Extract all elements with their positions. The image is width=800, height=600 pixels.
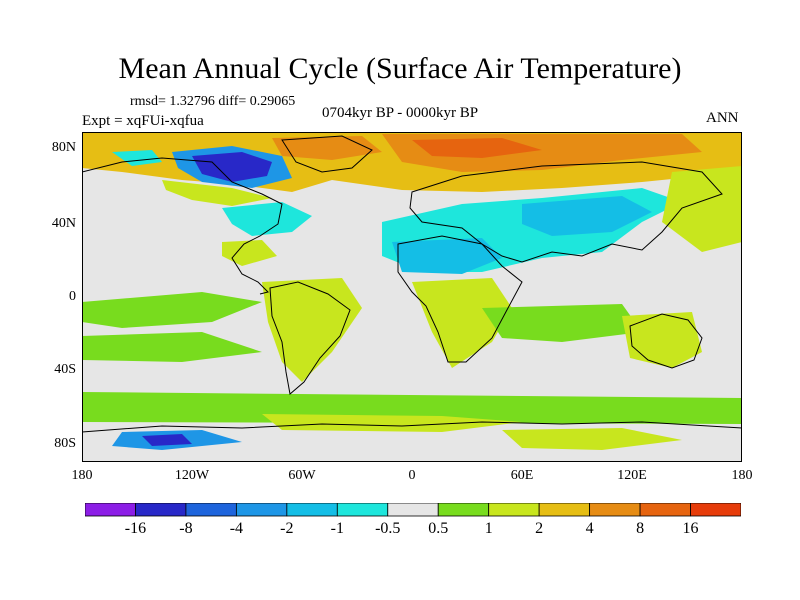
lat-label-40s: 40S	[54, 362, 76, 377]
lon-label-120w: 120W	[174, 468, 210, 483]
colorbar-label: 0.5	[428, 520, 449, 537]
africa-outline	[397, 235, 523, 363]
colorbar-swatch	[589, 503, 641, 517]
experiment-label: Expt = xqFUi-xqfua	[82, 113, 204, 129]
colorbar-label: 2	[535, 520, 544, 537]
temperature-anomaly-map	[82, 132, 742, 462]
lon-label-180w: 180	[71, 468, 93, 483]
pacific-nw-warm	[662, 166, 742, 252]
greenland-outline	[281, 135, 373, 173]
north-atlantic-cool	[222, 202, 312, 236]
colorbar-swatch	[387, 503, 439, 517]
alaska-cool-patch	[112, 150, 162, 166]
colorbar-swatch	[488, 503, 540, 517]
colorbar-swatch	[286, 503, 338, 517]
antarctic-edge-warm	[262, 414, 522, 432]
north-america-outline	[82, 157, 283, 295]
lat-label-40n: 40N	[51, 216, 76, 231]
colorbar-label: -1	[330, 520, 344, 537]
colorbar-label: -2	[280, 520, 294, 537]
colorbar-swatch	[336, 503, 389, 517]
indian-ocean-warm	[482, 304, 642, 342]
colorbar-swatch	[135, 503, 187, 517]
lat-label-0: 0	[69, 289, 76, 304]
colorbar-swatch	[437, 503, 490, 517]
tropical-pacific-warm	[82, 292, 262, 328]
colorbar-swatch	[690, 503, 741, 517]
asia-cool-core	[522, 196, 652, 236]
eurasia-outline	[409, 161, 723, 263]
lon-label-60w: 60W	[288, 468, 316, 483]
north-africa-cool	[392, 238, 502, 274]
lon-label-180e: 180	[731, 468, 753, 483]
chart-title: Mean Annual Cycle (Surface Air Temperatu…	[118, 52, 682, 85]
colorbar	[85, 503, 741, 517]
map-frame	[82, 132, 742, 462]
south-america-warm	[262, 278, 362, 382]
lat-label-80s: 80S	[54, 436, 76, 451]
africa-warm	[412, 278, 512, 368]
season-label: ANN	[706, 110, 739, 126]
lon-label-60e: 60E	[510, 468, 534, 483]
antarctic-warm-patch	[502, 428, 682, 450]
continent-outlines	[82, 135, 742, 433]
south-america-outline	[269, 281, 351, 395]
canada-strong-cool	[192, 152, 272, 182]
antarctica-outline	[82, 421, 742, 433]
colorbar-label: -8	[179, 520, 193, 537]
colorbar-label: 16	[682, 520, 699, 537]
siberia-hot-core	[412, 138, 542, 158]
rmsd-diff-stats: rmsd= 1.32796 diff= 0.29065	[130, 94, 296, 109]
lon-label-0: 0	[408, 468, 416, 483]
colorbar-label: 4	[585, 520, 594, 537]
australia-warm	[622, 312, 702, 368]
colorbar-label: 1	[484, 520, 493, 537]
colorbar-swatch	[85, 503, 136, 517]
colorbar-swatch	[185, 503, 237, 517]
gulf-warm	[222, 240, 277, 266]
lon-label-120e: 120E	[617, 468, 647, 483]
colorbar-label: -16	[124, 520, 147, 537]
southern-ocean-band	[82, 392, 742, 424]
colorbar-label: 8	[636, 520, 645, 537]
north-america-warm	[162, 180, 272, 206]
colorbar-label: -4	[229, 520, 244, 537]
antarctic-strong-cool	[142, 434, 192, 446]
colorbar-swatch	[538, 503, 591, 517]
australia-outline	[629, 313, 703, 369]
colorbar-swatch	[639, 503, 691, 517]
south-pacific-band	[82, 332, 262, 362]
lat-label-80n: 80N	[51, 140, 76, 155]
colorbar-label: -0.5	[375, 520, 401, 537]
colorbar-swatch	[235, 503, 288, 517]
period-label: 0704kyr BP - 0000kyr BP	[322, 105, 479, 121]
